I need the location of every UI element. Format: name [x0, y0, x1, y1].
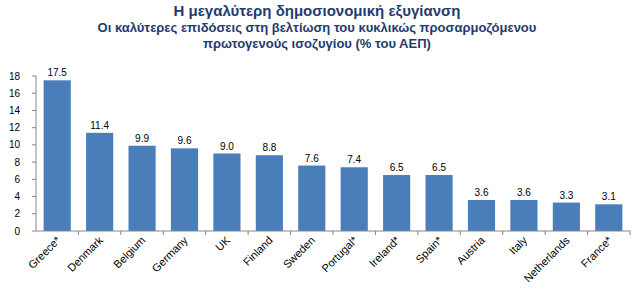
y-tick-label: 8 — [14, 157, 20, 168]
bar — [510, 200, 537, 231]
y-tick-label: 16 — [9, 88, 21, 99]
bar — [425, 175, 452, 231]
x-tick-label: Spain* — [413, 233, 445, 265]
x-tick — [290, 231, 291, 235]
x-tick-label: Netherlands — [521, 234, 572, 285]
x-tick-label: France* — [578, 233, 614, 269]
x-tick — [248, 231, 249, 235]
bar — [468, 200, 495, 231]
x-tick — [587, 231, 588, 235]
x-tick — [460, 231, 461, 235]
subtitle: Οι καλύτερες επιδόσεις στη βελτίωση του … — [97, 20, 537, 52]
x-tick-label: Ireland* — [367, 233, 403, 269]
y-tick-label: 10 — [9, 139, 21, 150]
bar — [341, 167, 368, 231]
x-tick — [205, 231, 206, 235]
y-tick-label: 14 — [9, 105, 21, 116]
x-tick — [375, 231, 376, 235]
x-tick — [417, 231, 418, 235]
bar — [171, 148, 198, 231]
data-label: 7.4 — [347, 154, 361, 165]
data-label: 6.5 — [432, 162, 446, 173]
data-label: 6.5 — [390, 162, 404, 173]
bar — [553, 203, 580, 231]
bar — [383, 175, 410, 231]
data-label: 7.6 — [305, 153, 319, 164]
x-tick-label: Greece* — [26, 233, 64, 271]
bar — [298, 166, 325, 231]
y-tick-label: 2 — [14, 208, 20, 219]
y-tick-label: 18 — [9, 71, 21, 82]
data-label: 3.6 — [517, 187, 531, 198]
y-tick — [32, 162, 36, 163]
x-tick — [333, 231, 334, 235]
y-tick-label: 0 — [14, 226, 20, 237]
y-tick-label: 4 — [14, 191, 20, 202]
titles: Η μεγαλύτερη δημοσιονομική εξυγίανση Οι … — [0, 2, 634, 52]
x-tick-label: Belgium — [111, 234, 148, 271]
bar — [86, 133, 113, 231]
bar — [128, 146, 155, 231]
x-tick — [630, 231, 631, 235]
data-label: 3.3 — [559, 190, 573, 201]
data-label: 3.6 — [475, 187, 489, 198]
bars — [44, 80, 623, 231]
x-tick — [120, 231, 121, 235]
y-tick — [32, 196, 36, 197]
data-label: 11.4 — [90, 120, 109, 131]
bar — [256, 155, 283, 231]
y-tick — [32, 179, 36, 180]
x-tick — [545, 231, 546, 235]
x-tick — [502, 231, 503, 235]
x-tick-label: Sweden — [281, 234, 318, 271]
x-tick — [78, 231, 79, 235]
y-tick-label: 12 — [9, 122, 21, 133]
y-tick — [32, 144, 36, 145]
x-tick-label: Portugal* — [319, 233, 360, 274]
y-tick — [32, 110, 36, 111]
title: Η μεγαλύτερη δημοσιονομική εξυγίανση — [0, 2, 634, 20]
data-label: 9.0 — [220, 141, 234, 152]
chart: 0 2 4 6 8 10 12 14 16 18 17.5 11.4 9.9 9.6 9.0 8.8 7.6 7.… — [0, 0, 634, 303]
x-tick-label: Finland — [241, 234, 275, 268]
y-tick — [32, 213, 36, 214]
data-label: 9.6 — [178, 135, 192, 146]
y-tick-label: 6 — [14, 174, 20, 185]
y-tick — [32, 93, 36, 94]
y-axis — [36, 76, 37, 231]
y-tick — [32, 76, 36, 77]
x-tick-label: Denmark — [65, 234, 105, 274]
x-tick-label: UK — [213, 233, 233, 253]
x-tick — [163, 231, 164, 235]
y-tick — [32, 127, 36, 128]
bar — [44, 80, 71, 231]
x-tick-label: Germany — [149, 234, 190, 275]
bar — [213, 154, 240, 232]
data-label: 8.8 — [262, 142, 276, 153]
y-tick — [32, 231, 36, 232]
bar — [595, 204, 622, 231]
x-tick-label: Austria — [454, 233, 487, 266]
data-label: 17.5 — [47, 67, 67, 78]
x-tick-label: Italy — [507, 234, 530, 257]
data-label: 3.1 — [602, 191, 616, 202]
data-label: 9.9 — [135, 133, 149, 144]
